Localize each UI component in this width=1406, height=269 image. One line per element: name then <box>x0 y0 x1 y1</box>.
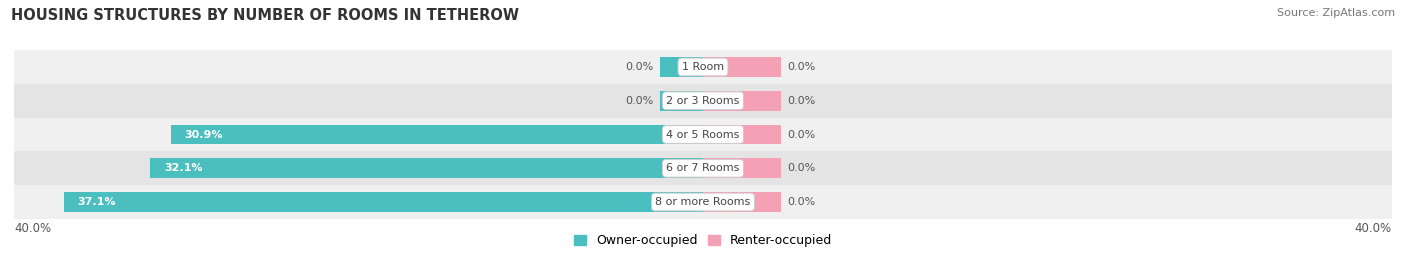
Text: 2 or 3 Rooms: 2 or 3 Rooms <box>666 96 740 106</box>
Text: 0.0%: 0.0% <box>787 62 815 72</box>
Text: 40.0%: 40.0% <box>1355 222 1392 235</box>
Bar <box>703 192 780 212</box>
Bar <box>703 158 780 178</box>
Text: 37.1%: 37.1% <box>77 197 117 207</box>
Bar <box>14 50 1392 84</box>
Text: 40.0%: 40.0% <box>14 222 51 235</box>
Bar <box>703 125 780 144</box>
Text: 0.0%: 0.0% <box>787 129 815 140</box>
Text: 0.0%: 0.0% <box>787 163 815 173</box>
Bar <box>65 192 703 212</box>
Text: 0.0%: 0.0% <box>787 197 815 207</box>
Bar <box>170 125 703 144</box>
Bar <box>14 185 1392 219</box>
Text: 8 or more Rooms: 8 or more Rooms <box>655 197 751 207</box>
Bar <box>150 158 703 178</box>
Text: 1 Room: 1 Room <box>682 62 724 72</box>
Bar <box>14 118 1392 151</box>
Bar <box>703 91 780 111</box>
Bar <box>703 57 780 77</box>
Text: 30.9%: 30.9% <box>184 129 224 140</box>
Bar <box>659 57 703 77</box>
Text: 0.0%: 0.0% <box>624 62 652 72</box>
Text: HOUSING STRUCTURES BY NUMBER OF ROOMS IN TETHEROW: HOUSING STRUCTURES BY NUMBER OF ROOMS IN… <box>11 8 519 23</box>
Text: 0.0%: 0.0% <box>787 96 815 106</box>
Text: Source: ZipAtlas.com: Source: ZipAtlas.com <box>1277 8 1395 18</box>
Bar <box>14 151 1392 185</box>
Text: 32.1%: 32.1% <box>165 163 202 173</box>
Text: 0.0%: 0.0% <box>624 96 652 106</box>
Text: 4 or 5 Rooms: 4 or 5 Rooms <box>666 129 740 140</box>
Bar <box>659 91 703 111</box>
Bar <box>14 84 1392 118</box>
Legend: Owner-occupied, Renter-occupied: Owner-occupied, Renter-occupied <box>568 229 838 252</box>
Text: 6 or 7 Rooms: 6 or 7 Rooms <box>666 163 740 173</box>
